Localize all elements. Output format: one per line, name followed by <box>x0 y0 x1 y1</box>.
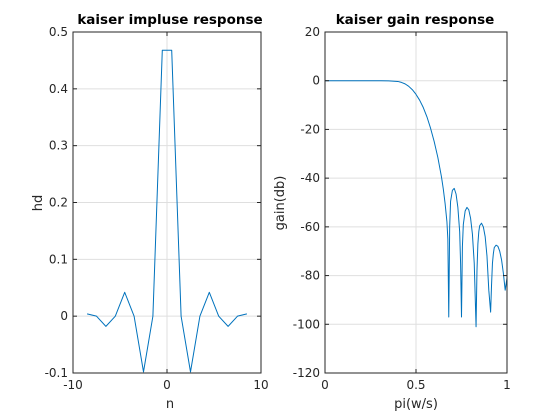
gain-response-xtick-label: 1 <box>503 378 511 392</box>
impulse-response-ytick-label: 0.5 <box>49 25 68 39</box>
gain-response-ytick-label: -60 <box>300 220 320 234</box>
impulse-response-ytick-label: -0.1 <box>45 366 68 380</box>
impulse-response-ticks: -0.1 0 0.1 0.2 0.3 0.4 0.5 -10 0 10 <box>45 25 269 392</box>
impulse-response-series <box>86 49 248 373</box>
gain-response-ticks: -120 -100 -80 -60 -40 -20 0 20 0 0.5 1 <box>293 25 511 392</box>
gain-response-subplot: kaiser gain response -120 -100 -80 -60 -40 -2… <box>273 12 511 412</box>
gain-response-ytick-label: -20 <box>300 122 320 136</box>
gain-response-ytick-label: 20 <box>305 25 320 39</box>
gain-response-xtick-label: 0.5 <box>406 378 425 392</box>
gain-response-series <box>325 80 508 328</box>
gain-response-frame <box>324 31 508 374</box>
gain-response-xtick-label: 0 <box>321 378 329 392</box>
gain-response-xlabel: pi(w/s) <box>394 397 438 412</box>
impulse-response-xtick-label: 10 <box>253 378 268 392</box>
impulse-response-xtick-label: -10 <box>63 378 83 392</box>
impulse-response-ytick-label: 0.4 <box>49 82 68 96</box>
gain-response-ytick-label: 0 <box>312 74 320 88</box>
impulse-response-xtick-label: 0 <box>163 378 171 392</box>
impulse-response-subplot: kaiser impluse response -0.1 0 0.1 0.2 0.3 0.… <box>31 12 269 412</box>
impulse-response-ytick-label: 0.2 <box>49 196 68 210</box>
impulse-response-ytick-label: 0.1 <box>49 252 68 266</box>
impulse-response-ylabel: hd <box>31 195 46 212</box>
impulse-response-xlabel: n <box>166 397 174 412</box>
impulse-response-ytick-label: 0.3 <box>49 139 68 153</box>
gain-response-ytick-label: -40 <box>300 171 320 185</box>
gain-response-ytick-label: -120 <box>293 366 320 380</box>
gain-response-title: kaiser gain response <box>336 12 495 28</box>
impulse-response-frame <box>72 31 262 374</box>
gain-response-ylabel: gain(db) <box>273 176 288 231</box>
gain-response-ytick-label: -80 <box>300 269 320 283</box>
gain-response-series-line <box>325 80 508 328</box>
impulse-response-series-line <box>86 49 248 373</box>
gain-response-ytick-label: -100 <box>293 317 320 331</box>
impulse-response-ytick-label: 0 <box>60 309 68 323</box>
impulse-response-title: kaiser impluse response <box>77 12 262 28</box>
